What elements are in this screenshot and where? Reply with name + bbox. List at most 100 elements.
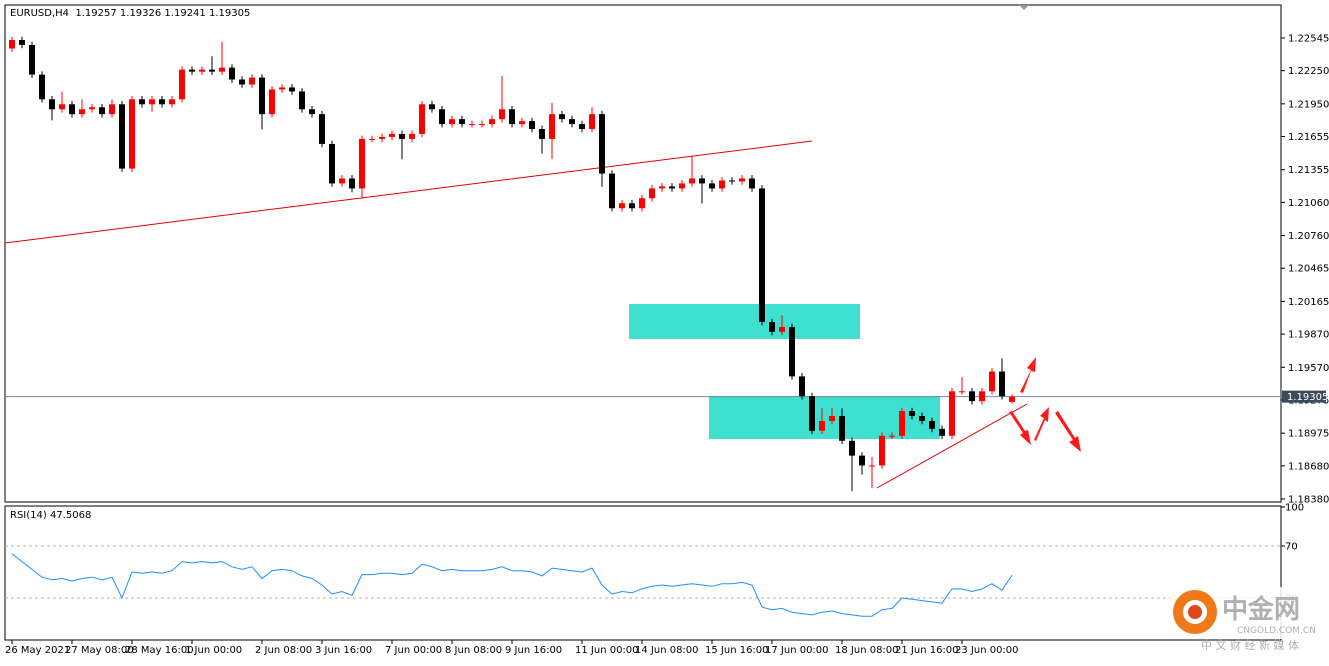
candle-body xyxy=(569,119,575,125)
x-tick-label: 11 Jun 00:00 xyxy=(575,645,639,656)
candle-body xyxy=(439,109,445,125)
candle-body xyxy=(69,104,75,115)
current-price-label: 1.19305 xyxy=(1287,392,1328,403)
candle-body xyxy=(409,133,415,139)
candle-body xyxy=(879,435,885,466)
y-tick-label: 1.19570 xyxy=(1288,363,1329,374)
candle-body xyxy=(579,124,585,129)
y-tick-label: 1.22250 xyxy=(1288,66,1329,77)
candle-body xyxy=(919,415,925,421)
candle-body xyxy=(109,104,115,115)
candle-body xyxy=(1009,396,1015,402)
candle-body xyxy=(59,104,65,110)
x-tick-label: 8 Jun 08:00 xyxy=(445,645,502,656)
x-tick-label: 15 Jun 16:00 xyxy=(705,645,769,656)
candle-body xyxy=(259,77,265,115)
candle-body xyxy=(609,173,615,209)
candle-body xyxy=(189,69,195,72)
candle-body xyxy=(509,109,515,125)
candle-body xyxy=(669,186,675,189)
candle-body xyxy=(789,326,795,377)
candle-body xyxy=(519,121,525,125)
candle-body xyxy=(629,203,635,209)
candle-body xyxy=(769,322,775,332)
trend-line xyxy=(4,140,813,244)
candle-body xyxy=(19,39,25,45)
y-tick-label: 1.20165 xyxy=(1288,297,1329,308)
candle-body xyxy=(539,128,545,139)
arrow xyxy=(1034,407,1049,441)
candle-body xyxy=(909,411,915,416)
candle-body xyxy=(469,124,475,126)
y-tick-label: 1.18380 xyxy=(1288,495,1329,506)
candle-body xyxy=(229,67,235,80)
y-tick-label: 1.18680 xyxy=(1288,461,1329,472)
candle-body xyxy=(779,326,785,332)
candle-body xyxy=(559,114,565,120)
candle-body xyxy=(309,109,315,115)
candle-body xyxy=(449,119,455,125)
candle-body xyxy=(709,183,715,189)
rsi-panel xyxy=(4,505,1282,641)
candle-body xyxy=(459,119,465,125)
rsi-label: RSI(14) 47.5068 xyxy=(10,510,91,521)
logo-core xyxy=(1188,605,1202,619)
candle-body xyxy=(959,391,965,393)
y-tick-label: 1.18975 xyxy=(1288,429,1329,440)
candle-body xyxy=(249,77,255,85)
trend-line xyxy=(876,403,1028,489)
candle-body xyxy=(349,178,355,189)
candle-body xyxy=(859,455,865,466)
x-tick-label: 17 Jun 00:00 xyxy=(765,645,829,656)
candle-body xyxy=(719,180,725,189)
candle-body xyxy=(379,136,385,139)
watermark-slogan: 中 文 财 经 新 媒 体 xyxy=(1201,638,1299,652)
arrows xyxy=(1009,357,1081,452)
candle-body xyxy=(129,99,135,169)
x-tick-label: 7 Jun 00:00 xyxy=(385,645,442,656)
y-tick-label: 1.21060 xyxy=(1288,198,1329,209)
candle-body xyxy=(299,91,305,110)
candle-body xyxy=(829,415,835,421)
x-tick-label: 26 May 2021 xyxy=(5,645,70,656)
candle-body xyxy=(239,79,245,85)
candle-body xyxy=(49,99,55,110)
x-tick-label: 23 Jun 00:00 xyxy=(955,645,1019,656)
x-tick-label: 1 Jun 00:00 xyxy=(185,645,242,656)
candle-body xyxy=(589,114,595,129)
resistance-zone xyxy=(629,304,860,339)
candle-body xyxy=(99,107,105,115)
candle-body xyxy=(139,99,145,105)
candle-body xyxy=(119,104,125,169)
candle-body xyxy=(989,371,995,392)
candle-body xyxy=(289,87,295,92)
rsi-line xyxy=(11,553,1013,617)
y-tick-label: 1.19870 xyxy=(1288,330,1329,341)
candle-body xyxy=(969,391,975,402)
candle-body xyxy=(219,67,225,72)
candle-body xyxy=(499,109,505,120)
candle-body xyxy=(689,178,695,184)
arrow xyxy=(1020,357,1036,393)
candle-body xyxy=(939,428,945,436)
candle-body xyxy=(929,420,935,429)
candle-body xyxy=(839,415,845,441)
x-tick-label: 3 Jun 16:00 xyxy=(315,645,372,656)
scroll-marker xyxy=(1019,5,1029,10)
watermark-name: 中金网 xyxy=(1222,594,1300,625)
candle-body xyxy=(479,124,485,126)
candle-body xyxy=(599,114,605,174)
main-panel xyxy=(4,4,1282,503)
candle-body xyxy=(359,138,365,189)
x-tick-label: 2 Jun 08:00 xyxy=(255,645,312,656)
x-tick-label: 14 Jun 08:00 xyxy=(635,645,699,656)
rsi-tick-label: 70 xyxy=(1285,542,1298,553)
candle-body xyxy=(489,119,495,125)
candle-body xyxy=(419,104,425,134)
candle-body xyxy=(699,178,705,184)
candle-body xyxy=(999,371,1005,397)
candle-body xyxy=(799,376,805,397)
candle-body xyxy=(279,87,285,90)
x-tick-label: 27 May 08:00 xyxy=(65,645,134,656)
